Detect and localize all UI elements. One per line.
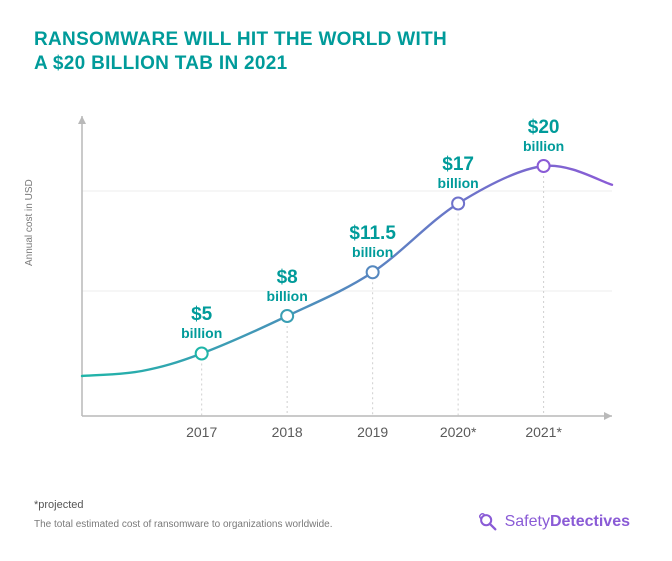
- brand-part-2: Detectives: [550, 513, 630, 530]
- data-point-sublabel: billion: [181, 326, 222, 340]
- data-point-label: $5 billion: [181, 305, 222, 340]
- data-point-label: $20 billion: [523, 118, 564, 153]
- x-axis-tick-label: 2018: [272, 424, 303, 440]
- x-axis-tick-label: 2017: [186, 424, 217, 440]
- data-point-amount: $5: [181, 305, 222, 324]
- chart-plot-area: $5 billion$8 billion$11.5 billion$17 bil…: [82, 116, 612, 416]
- data-point-amount: $8: [267, 268, 308, 287]
- data-point-amount: $17: [438, 155, 479, 174]
- data-point-sublabel: billion: [349, 245, 396, 259]
- footnote-caption: The total estimated cost of ransomware t…: [34, 517, 332, 533]
- data-point-label: $17 billion: [438, 155, 479, 190]
- chart-container: Annual cost in USD $5 billion$8 billion$…: [34, 106, 638, 456]
- data-point-sublabel: billion: [438, 176, 479, 190]
- data-point-amount: $11.5: [349, 224, 396, 243]
- footnotes: *projected The total estimated cost of r…: [34, 497, 332, 533]
- brand-part-1: Safety: [505, 513, 550, 530]
- data-point-sublabel: billion: [523, 139, 564, 153]
- title-line-2: A $20 BILLION TAB IN 2021: [34, 53, 288, 74]
- footnote-projected: *projected: [34, 497, 332, 515]
- x-axis-labels: 2017 2018 2019 2020* 2021*: [82, 424, 612, 448]
- data-point-sublabel: billion: [267, 289, 308, 303]
- data-point-amount: $20: [523, 118, 564, 137]
- x-axis-tick-label: 2021*: [525, 424, 562, 440]
- data-point-label: $11.5 billion: [349, 224, 396, 259]
- x-axis-tick-label: 2019: [357, 424, 388, 440]
- y-axis-label: Annual cost in USD: [24, 179, 35, 266]
- detective-icon: [477, 511, 499, 533]
- data-point-label: $8 billion: [267, 268, 308, 303]
- brand-logo: SafetyDetectives: [477, 511, 630, 533]
- chart-title: RANSOMWARE WILL HIT THE WORLD WITH A $20…: [34, 28, 638, 76]
- title-line-1: RANSOMWARE WILL HIT THE WORLD WITH: [34, 29, 447, 50]
- x-axis-tick-label: 2020*: [440, 424, 477, 440]
